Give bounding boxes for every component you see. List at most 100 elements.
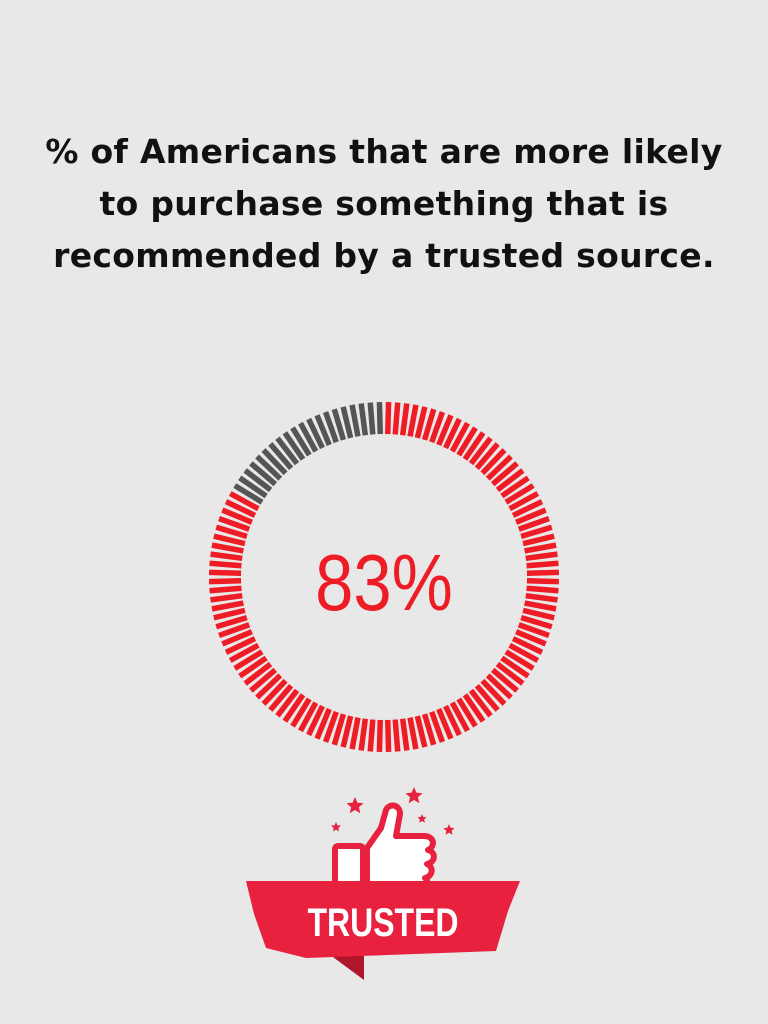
center-percentage: 83% bbox=[315, 538, 453, 627]
star-icon bbox=[417, 814, 427, 823]
donut-segment-value bbox=[421, 408, 437, 441]
donut-ticks bbox=[208, 401, 560, 753]
headline: % of Americans that are more likely to p… bbox=[0, 126, 768, 282]
donut-segment-value bbox=[524, 600, 557, 612]
donut-segment-value bbox=[215, 614, 248, 630]
donut-segment-value bbox=[526, 569, 560, 577]
star-icon bbox=[331, 822, 341, 832]
donut-segment-value bbox=[480, 678, 507, 706]
donut-segment-value bbox=[474, 683, 500, 712]
donut-segment-value bbox=[218, 515, 251, 532]
donut-segment-value bbox=[210, 551, 243, 562]
donut-segment-remainder bbox=[249, 461, 278, 487]
donut-segment-value bbox=[218, 622, 251, 639]
donut-segment-value bbox=[384, 719, 392, 753]
donut-segment-value bbox=[525, 592, 558, 603]
donut-segment-value bbox=[384, 401, 392, 435]
donut-segment-remainder bbox=[340, 406, 354, 439]
donut-segment-value bbox=[485, 673, 513, 700]
donut-segment-value bbox=[517, 515, 550, 532]
donut-segment-value bbox=[520, 524, 553, 540]
donut-segment-value bbox=[508, 642, 540, 663]
donut-segment-value bbox=[399, 718, 410, 751]
donut-segment-value bbox=[429, 710, 446, 743]
donut-segment-remainder bbox=[376, 401, 384, 435]
donut-segment-value bbox=[449, 421, 470, 453]
donut-segment-value bbox=[290, 697, 312, 728]
donut-segment-value bbox=[358, 718, 369, 751]
donut-segment-value bbox=[322, 710, 339, 743]
donut-segment-value bbox=[282, 693, 306, 723]
donut-segment-value bbox=[215, 524, 248, 540]
donut-segment-value bbox=[515, 507, 547, 525]
donut-segment-remainder bbox=[275, 436, 300, 466]
donut-segment-value bbox=[331, 713, 347, 746]
donut-segment-value bbox=[525, 551, 558, 562]
donut-segment-value bbox=[517, 622, 550, 639]
donut-segment-value bbox=[209, 560, 242, 569]
donut-segment-value bbox=[462, 693, 486, 723]
donut-segment-value bbox=[211, 542, 244, 554]
donut-segment-value bbox=[524, 542, 557, 554]
donut-segment-value bbox=[522, 607, 555, 621]
donut-segment-value bbox=[210, 592, 243, 603]
donut-segment-value bbox=[520, 614, 553, 630]
headline-line-2: to purchase something that is bbox=[99, 184, 669, 223]
donut-segment-value bbox=[261, 678, 288, 706]
donut-segment-value bbox=[526, 560, 559, 569]
donut-segment-value bbox=[456, 426, 478, 457]
donut-segment-value bbox=[367, 719, 376, 752]
donut-segment-value bbox=[407, 404, 419, 437]
donut-segment-remainder bbox=[331, 408, 347, 441]
donut-segment-value bbox=[436, 708, 454, 740]
donut-segment-value bbox=[511, 636, 544, 655]
donut-segment-value bbox=[314, 708, 332, 740]
donut-segment-value bbox=[480, 448, 507, 476]
donut-segment-value bbox=[255, 673, 283, 700]
donut-segment-value bbox=[298, 701, 319, 733]
donut-segment-value bbox=[414, 406, 428, 439]
donut-segment-remainder bbox=[243, 468, 273, 493]
donut-segment-value bbox=[221, 507, 253, 525]
donut-segment-value bbox=[407, 717, 419, 750]
star-icon bbox=[346, 797, 364, 814]
trusted-badge: TRUSTED bbox=[246, 786, 522, 982]
donut-segment-value bbox=[511, 499, 544, 518]
donut-segment-remainder bbox=[306, 417, 325, 450]
ribbon-banner: TRUSTED bbox=[246, 881, 520, 980]
donut-segment-value bbox=[399, 403, 410, 436]
donut-segment-value bbox=[208, 569, 242, 577]
trusted-badge-graphic: TRUSTED bbox=[246, 787, 520, 980]
donut-segment-value bbox=[526, 577, 560, 585]
donut-segment-remainder bbox=[349, 404, 361, 437]
donut-segment-value bbox=[468, 436, 493, 466]
donut-segment-value bbox=[495, 661, 525, 686]
donut-segment-value bbox=[436, 414, 454, 446]
donut-segment-value bbox=[306, 704, 325, 737]
donut-segment-value bbox=[213, 607, 246, 621]
donut-segment-value bbox=[421, 713, 437, 746]
donut-segment-value bbox=[349, 717, 361, 750]
donut-segment-value bbox=[414, 715, 428, 748]
donut-segment-value bbox=[211, 600, 244, 612]
star-icon bbox=[443, 824, 455, 835]
donut-segment-value bbox=[213, 533, 246, 547]
donut-segment-value bbox=[443, 417, 462, 450]
donut-segment-value bbox=[392, 719, 401, 752]
trusted-label: TRUSTED bbox=[307, 900, 458, 945]
donut-segment-value bbox=[500, 655, 530, 679]
donut-segment-value bbox=[221, 629, 253, 647]
stars-icon bbox=[331, 787, 455, 835]
donut-segment-value bbox=[224, 499, 257, 518]
donut-segment-remainder bbox=[314, 414, 332, 446]
donut-segment-value bbox=[522, 533, 555, 547]
donut-segment-value bbox=[490, 667, 519, 693]
donut-segment-value bbox=[228, 642, 260, 663]
donut-segment-value bbox=[208, 577, 242, 585]
donut-segment-remainder bbox=[268, 442, 294, 471]
donut-segment-remainder bbox=[367, 402, 376, 435]
donut-segment-remainder bbox=[322, 411, 339, 444]
donut-segment-value bbox=[268, 683, 294, 712]
